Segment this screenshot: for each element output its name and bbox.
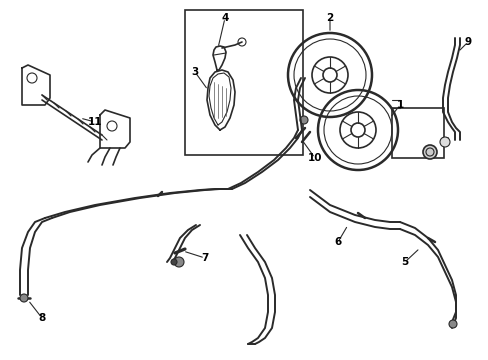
Circle shape [448, 320, 456, 328]
Text: 4: 4 [221, 13, 228, 23]
Text: 7: 7 [201, 253, 208, 263]
Text: 3: 3 [191, 67, 198, 77]
Text: 5: 5 [401, 257, 408, 267]
Text: 6: 6 [334, 237, 341, 247]
Circle shape [171, 259, 177, 265]
Circle shape [20, 294, 28, 302]
Circle shape [422, 145, 436, 159]
Text: 10: 10 [307, 153, 322, 163]
Circle shape [439, 137, 449, 147]
Text: 2: 2 [325, 13, 333, 23]
Text: 1: 1 [396, 100, 403, 110]
Bar [184, 10, 303, 155]
Text: 11: 11 [87, 117, 102, 127]
Text: 8: 8 [38, 313, 45, 323]
Bar [391, 108, 443, 158]
Circle shape [174, 257, 183, 267]
Circle shape [299, 116, 307, 124]
Text: 9: 9 [464, 37, 470, 47]
